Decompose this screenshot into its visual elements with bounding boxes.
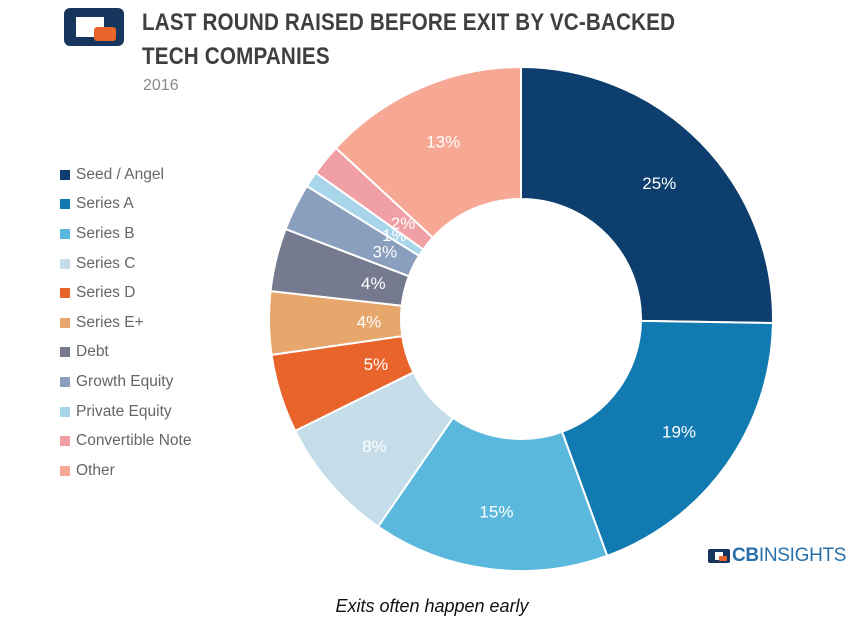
legend-label: Series B [76, 224, 135, 242]
legend-label: Series D [76, 284, 136, 302]
chart-subtitle: 2016 [143, 77, 179, 94]
legend-item: Series B [60, 219, 191, 249]
legend-item: Debt [60, 338, 191, 368]
legend-label: Other [76, 461, 115, 479]
legend-swatch [60, 436, 70, 447]
slice-value-label: 19% [662, 423, 696, 442]
legend-label: Debt [76, 343, 109, 361]
chart-legend: Seed / Angel Series A Series B Series C Seri… [60, 160, 191, 486]
slice-value-label: 25% [642, 174, 676, 193]
legend-swatch [60, 199, 70, 210]
legend-label: Series A [76, 195, 134, 213]
legend-item: Private Equity [60, 397, 191, 427]
donut-slice [520, 65, 774, 325]
donut-slice [376, 416, 609, 572]
legend-swatch [60, 258, 70, 269]
legend-label: Series E+ [76, 313, 144, 331]
donut-slice [334, 65, 522, 239]
legend-swatch [60, 376, 70, 387]
legend-item: Other [60, 456, 191, 486]
slice-value-label: 13% [426, 132, 460, 151]
legend-item: Series A [60, 190, 191, 220]
legend-swatch [60, 465, 70, 476]
legend-swatch [60, 288, 70, 299]
slice-value-label: 15% [479, 502, 513, 521]
legend-swatch [60, 169, 70, 180]
cb-insights-logo [64, 8, 124, 46]
legend-item: Seed / Angel [60, 160, 191, 190]
legend-label: Convertible Note [76, 432, 192, 450]
legend-swatch [60, 406, 70, 417]
donut-chart: 25%19%15%8%5%4%4%3%1%2%13% [268, 65, 774, 572]
legend-label: Seed / Angel [76, 165, 164, 183]
legend-label: Growth Equity [76, 372, 174, 390]
slice-value-label: 2% [391, 214, 416, 233]
cb-logo-icon [708, 549, 730, 563]
legend-label: Series C [76, 254, 136, 272]
donut-slice [560, 319, 774, 558]
chart-title: LAST ROUND RAISED BEFORE EXIT BY VC-BACK… [142, 9, 676, 70]
legend-swatch [60, 228, 70, 239]
slice-value-label: 4% [361, 274, 386, 293]
cbinsights-brand: CBINSIGHTS [708, 545, 846, 567]
slice-value-label: 4% [357, 312, 382, 331]
slice-value-label: 5% [364, 355, 389, 374]
caption: Exits often happen early [335, 596, 529, 616]
legend-item: Series C [60, 249, 191, 279]
legend-item: Convertible Note [60, 426, 191, 456]
brand-name: CBINSIGHTS [732, 545, 847, 566]
legend-item: Growth Equity [60, 367, 191, 397]
legend-swatch [60, 317, 70, 328]
legend-swatch [60, 347, 70, 358]
legend-label: Private Equity [76, 402, 172, 420]
slice-value-label: 8% [362, 437, 387, 456]
legend-item: Series E+ [60, 308, 191, 338]
slice-value-label: 3% [373, 243, 398, 262]
legend-item: Series D [60, 278, 191, 308]
